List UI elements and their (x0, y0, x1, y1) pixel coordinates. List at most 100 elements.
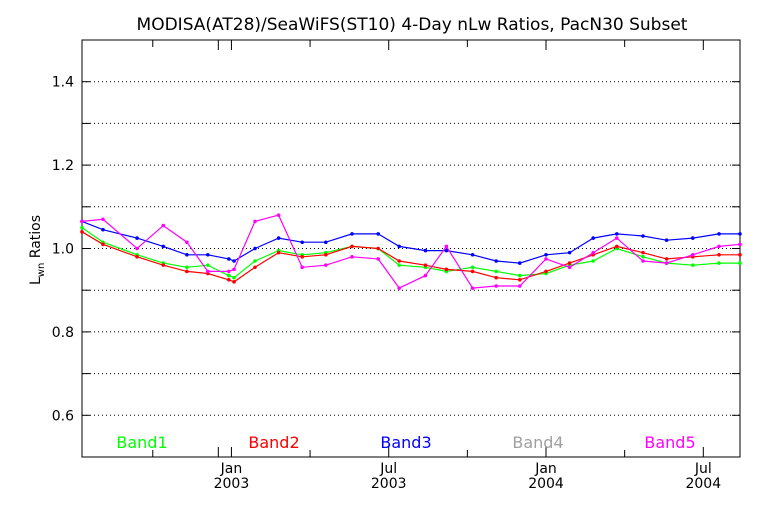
band5-point (444, 244, 449, 249)
band1-point (591, 259, 595, 263)
band1-point (80, 225, 84, 230)
band2-point (397, 259, 402, 263)
x-tick-label: Jul (379, 461, 397, 477)
grid-lines (82, 81, 740, 416)
band2-point (232, 280, 236, 284)
band1-point (206, 263, 210, 267)
band3-point (232, 259, 236, 263)
band1-point (227, 273, 231, 278)
band5-point (664, 261, 669, 265)
band5-point (135, 246, 139, 251)
y-tick-label: 1.0 (52, 242, 74, 258)
band5-point (376, 257, 381, 261)
band2-point (350, 244, 354, 249)
band2-point (423, 263, 428, 267)
band1-point (738, 261, 742, 265)
legend-band5: Band5 (644, 433, 695, 452)
band3-point (135, 236, 139, 240)
band3-point (738, 232, 742, 236)
band3-point (350, 232, 354, 236)
x-tick-year-label: 2004 (528, 476, 564, 492)
x-tick-year-label: 2003 (214, 476, 250, 492)
band2-point (470, 269, 475, 274)
band3-point (276, 236, 281, 240)
band2-point (717, 252, 721, 257)
band2-point (185, 269, 189, 274)
band5-point (300, 265, 305, 270)
band5-point (206, 269, 210, 274)
band2-point (567, 261, 572, 265)
legend-band3: Band3 (380, 433, 431, 452)
band1-point (232, 275, 236, 280)
band3-point (444, 248, 449, 253)
band3-point (567, 250, 572, 255)
band2-point (276, 250, 281, 255)
band1-point (253, 259, 257, 263)
band1-point (494, 269, 498, 274)
band2-point (80, 230, 84, 234)
x-tick-label: Jul (694, 461, 712, 477)
band3-point (494, 259, 498, 263)
x-tick-label: Jan (220, 461, 243, 477)
band5-point (324, 263, 328, 267)
band5-point (614, 236, 619, 240)
band3-point (470, 252, 475, 257)
chart-title: MODISA(AT28)/SeaWiFS(ST10) 4-Day nLw Rat… (137, 15, 688, 35)
band2-point (517, 277, 522, 282)
band2-point (664, 257, 669, 261)
y-tick-label: 0.8 (52, 325, 74, 341)
y-tick-label: 1.2 (52, 158, 74, 174)
band5-point (470, 286, 475, 290)
axis-ticks (82, 40, 740, 457)
band3-point (397, 244, 402, 249)
band5-point (227, 269, 231, 274)
band1-point (691, 263, 695, 267)
band5-point (494, 284, 498, 288)
band3-point (300, 240, 305, 245)
band5-point (397, 286, 402, 290)
band3-point (664, 238, 669, 242)
band3-point (185, 252, 189, 257)
band2-point (324, 252, 328, 257)
band3-point (691, 236, 695, 240)
band5-point (544, 257, 548, 261)
band3-point (206, 252, 210, 257)
band3-point (376, 232, 381, 236)
x-tick-year-label: 2004 (685, 476, 721, 492)
band5-point (350, 255, 354, 259)
band3-point (227, 257, 231, 261)
band1-point (717, 261, 721, 265)
legend: Band1 Band2 Band3 Band4 Band5 (116, 433, 695, 452)
band1-point (517, 273, 522, 278)
band5-point (738, 242, 742, 247)
x-tick-label: Jan (534, 461, 557, 477)
band5-point (641, 259, 645, 263)
band3-point (591, 236, 595, 240)
y-tick-label: 1.4 (52, 75, 74, 91)
band2-point (444, 267, 449, 272)
band3-point (717, 232, 721, 236)
band1-point (397, 263, 402, 267)
band2-point (253, 265, 257, 270)
band1-point (470, 265, 475, 270)
band5-point (185, 240, 189, 245)
band5-point (101, 217, 105, 222)
legend-band1: Band1 (116, 433, 167, 452)
band5-point (717, 244, 721, 249)
band5-point (691, 252, 695, 257)
band3-point (641, 234, 645, 238)
band3-point (324, 240, 328, 245)
band2-point (738, 252, 742, 257)
y-tick-labels: 0.6 0.8 1.0 1.2 1.4 (52, 75, 74, 425)
band2-point (614, 244, 619, 249)
band5-point (423, 273, 428, 278)
x-tick-year-label: 2003 (371, 476, 407, 492)
series-lines (80, 213, 742, 290)
band2-point (135, 255, 139, 259)
band5-line (81, 214, 741, 289)
band3-point (544, 252, 548, 257)
band2-point (641, 250, 645, 255)
band2-point (227, 277, 231, 282)
